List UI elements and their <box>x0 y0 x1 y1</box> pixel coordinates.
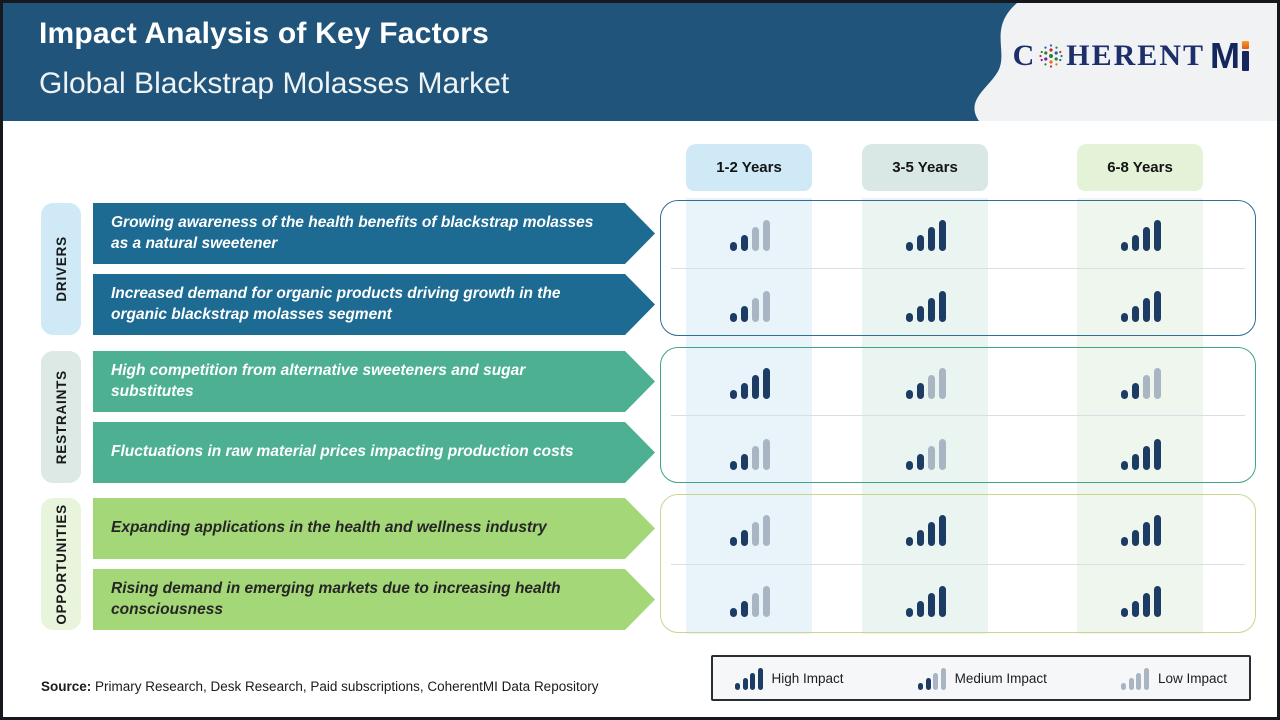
opportunity-row-2-arrow: Rising demand in emerging markets due to… <box>93 569 655 630</box>
high-impact-bars-icon <box>730 365 770 399</box>
restraint-row-2-arrow: Fluctuations in raw material prices impa… <box>93 422 655 483</box>
medium-impact-bars-icon <box>906 436 946 470</box>
low-impact-bars-icon <box>1121 667 1149 690</box>
header-swoosh-shape <box>974 3 1277 121</box>
column-header-3-5-years: 3-5 Years <box>862 144 988 191</box>
page-title: Impact Analysis of Key Factors <box>39 17 490 50</box>
header-band: Impact Analysis of Key Factors Global Bl… <box>3 3 1277 121</box>
logo-letter-m: M <box>1210 35 1240 77</box>
coherentmi-logo: C <box>1012 35 1249 77</box>
high-impact-bars-icon <box>906 512 946 546</box>
high-impact-bars-icon <box>1121 512 1161 546</box>
legend-label-high: High Impact <box>771 670 844 686</box>
opportunity-row-1-text: Expanding applications in the health and… <box>111 519 547 537</box>
logo-letter-c: C <box>1012 39 1037 72</box>
logo-mi-mark: M <box>1210 35 1249 77</box>
high-impact-bars-icon <box>1121 583 1161 617</box>
row-divider <box>671 415 1245 416</box>
legend-item-low: Low Impact <box>1121 667 1227 690</box>
logo-letter-i <box>1242 41 1249 71</box>
high-impact-bars-icon <box>1121 217 1161 251</box>
medium-impact-bars-icon <box>1121 365 1161 399</box>
column-header-1-2-years: 1-2 Years <box>686 144 812 191</box>
page-subtitle: Global Blackstrap Molasses Market <box>39 67 510 100</box>
drivers-label-text: DRIVERS <box>53 236 69 302</box>
opportunity-row-2-text: Rising demand in emerging markets due to… <box>111 579 561 618</box>
high-impact-bars-icon <box>1121 436 1161 470</box>
column-header-6-8-years: 6-8 Years <box>1077 144 1203 191</box>
legend-label-low: Low Impact <box>1157 670 1227 686</box>
section-label-restraints: RESTRAINTS <box>41 351 81 483</box>
row-divider <box>671 563 1245 565</box>
section-label-opportunities: OPPORTUNITIES <box>41 498 81 630</box>
driver-row-1-text: Growing awareness of the health benefits… <box>111 213 594 252</box>
high-impact-bars-icon <box>906 217 946 251</box>
driver-row-1-arrow: Growing awareness of the health benefits… <box>93 203 655 264</box>
column-stripe-1 <box>686 198 812 634</box>
column-stripe-3 <box>1077 198 1203 634</box>
row-divider <box>671 268 1245 269</box>
restraint-row-1-arrow: High competition from alternative sweete… <box>93 351 655 412</box>
restraints-panel <box>660 347 1256 483</box>
legend-label-medium: Medium Impact <box>954 670 1047 686</box>
medium-impact-bars-icon <box>730 288 770 322</box>
opportunities-panel <box>660 494 1256 633</box>
medium-impact-bars-icon <box>918 667 946 690</box>
column-stripe-2 <box>862 198 988 634</box>
medium-impact-bars-icon <box>730 512 770 546</box>
drivers-panel <box>660 200 1256 336</box>
restraint-row-2-text: Fluctuations in raw material prices impa… <box>111 443 574 461</box>
source-prefix: Source: <box>41 679 92 694</box>
driver-row-2-arrow: Increased demand for organic products dr… <box>93 274 655 335</box>
source-text: Primary Research, Desk Research, Paid su… <box>91 679 599 694</box>
legend-item-medium: Medium Impact <box>918 667 1047 690</box>
high-impact-bars-icon <box>735 667 763 690</box>
source-note: Source: Primary Research, Desk Research,… <box>41 679 598 694</box>
restraints-label-text: RESTRAINTS <box>53 369 69 465</box>
high-impact-bars-icon <box>906 288 946 322</box>
medium-impact-bars-icon <box>730 436 770 470</box>
medium-impact-bars-icon <box>730 583 770 617</box>
restraint-row-1-text: High competition from alternative sweete… <box>111 361 526 400</box>
opportunities-label-text: OPPORTUNITIES <box>53 503 69 625</box>
medium-impact-bars-icon <box>730 217 770 251</box>
driver-row-2-text: Increased demand for organic products dr… <box>111 284 561 323</box>
opportunity-row-1-arrow: Expanding applications in the health and… <box>93 498 655 559</box>
impact-legend: High Impact Medium Impact Low Impact <box>711 655 1251 701</box>
logo-globe-icon <box>1039 44 1063 68</box>
high-impact-bars-icon <box>906 583 946 617</box>
medium-impact-bars-icon <box>906 365 946 399</box>
logo-word-herent: HERENT <box>1066 39 1205 72</box>
high-impact-bars-icon <box>1121 288 1161 322</box>
section-label-drivers: DRIVERS <box>41 203 81 335</box>
legend-item-high: High Impact <box>735 667 844 690</box>
